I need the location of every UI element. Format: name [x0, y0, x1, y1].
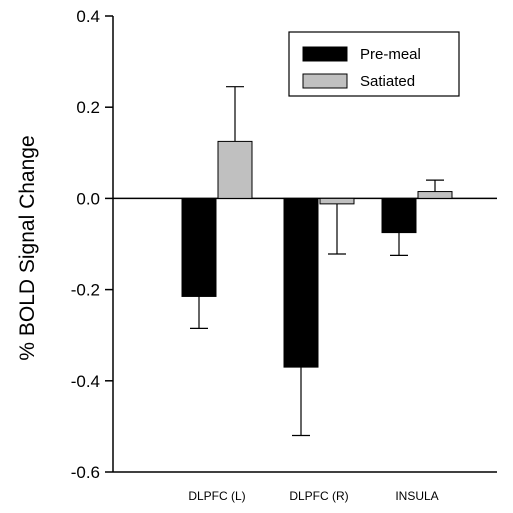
x-category-label: DLPFC (R) [289, 489, 348, 503]
legend-swatch [302, 73, 348, 89]
bar-satiated-0 [217, 140, 253, 199]
bar-satiated-2 [417, 191, 453, 199]
y-axis: -0.6 -0.4 -0.2 0.0 0.2 0.4 [71, 7, 114, 482]
y-tick-label: 0.2 [76, 98, 100, 117]
x-category-label: DLPFC (L) [188, 489, 245, 503]
bar-satiated-1 [319, 197, 355, 205]
y-tick-label: -0.4 [71, 372, 100, 391]
y-tick-label: 0.0 [76, 189, 100, 208]
legend-label: Satiated [360, 73, 415, 90]
bar-pre-meal-1 [283, 197, 319, 368]
y-tick-label: -0.2 [71, 281, 100, 300]
bar-pre-meal-0 [181, 197, 217, 297]
x-category-label: INSULA [395, 489, 438, 503]
bars [181, 140, 453, 368]
y-axis-title: % BOLD Signal Change [16, 135, 39, 360]
y-tick-label: 0.4 [76, 7, 100, 26]
error-bars [190, 86, 444, 437]
bar-pre-meal-2 [381, 197, 417, 234]
legend: Pre-meal Satiated [288, 31, 460, 97]
y-tick-label: -0.6 [71, 463, 100, 482]
legend-swatch [302, 46, 348, 62]
legend-label: Pre-meal [360, 46, 421, 63]
x-axis: DLPFC (L) DLPFC (R) INSULA [113, 471, 497, 503]
